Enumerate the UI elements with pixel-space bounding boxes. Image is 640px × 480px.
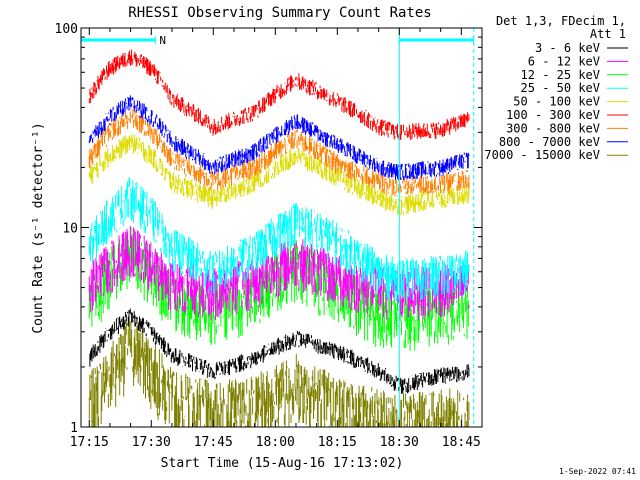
x-tick-label: 18:15 [318,435,357,450]
legend-entry: 50 - 100 keV [513,95,600,109]
series-line [88,49,470,141]
series-line [88,319,470,427]
legend-title: Det 1,3, FDecim 1, [496,14,626,28]
x-axis-label: Start Time (15-Aug-16 17:13:02) [161,456,404,471]
series-line [88,226,470,321]
legend-entry: 800 - 7000 keV [499,135,600,149]
data-layer [88,49,470,427]
y-tick-label: 10 [62,222,78,237]
series-line [88,95,470,181]
annotation-label: N [159,34,166,47]
x-tick-label: 18:00 [256,435,295,450]
axes-layer: 17:15 17:30 17:45 18:00 18:15 18:30 18:45 1 10 10… [55,22,483,450]
legend-entry: 300 - 800 keV [506,121,600,135]
legend-entry: 6 - 12 keV [528,54,600,68]
footer-timestamp: 1-Sep-2022 07:41 [559,467,636,476]
chart-title: RHESSI Observing Summary Count Rates [128,5,431,21]
legend-entry: 25 - 50 keV [521,81,600,95]
x-tick-label: 17:45 [194,435,233,450]
y-axis-label: Count Rate (s⁻¹ detector⁻¹) [31,122,46,333]
series-line [88,308,470,394]
legend-entry: 100 - 300 keV [506,108,600,122]
legend-entry: 3 - 6 keV [535,41,600,55]
x-tick-label: 17:30 [132,435,171,450]
annotation-layer: N [80,28,475,427]
legend-subtitle: Att 1 [590,27,626,41]
x-tick-label: 17:15 [70,435,109,450]
x-tick-label: 18:30 [380,435,419,450]
legend-entry: 12 - 25 keV [521,68,600,82]
y-tick-label: 100 [55,22,78,37]
y-tick-label: 1 [70,421,78,436]
legend-entry: 7000 - 15000 keV [484,148,600,162]
series-line [88,132,470,216]
series-line [88,177,470,302]
x-tick-label: 18:45 [442,435,481,450]
